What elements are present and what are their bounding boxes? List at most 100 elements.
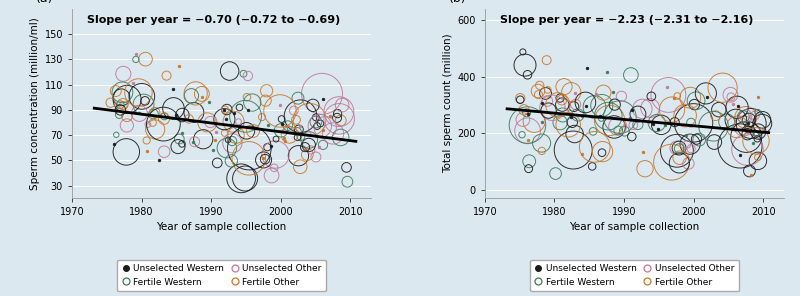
Point (218, 108, 230, 113)
Point (750, 131, 763, 136)
Point (223, 69, 236, 73)
Point (739, 113, 752, 118)
Point (586, 129, 599, 134)
Point (596, 149, 609, 154)
Point (535, 120, 548, 125)
Point (176, 113, 189, 118)
Point (237, 71, 250, 76)
Point (310, 155, 322, 159)
Point (257, 155, 270, 160)
Point (673, 146, 686, 150)
Point (147, 112, 160, 116)
Point (114, 102, 126, 107)
Point (687, 120, 700, 125)
Point (588, 144, 601, 149)
Point (627, 123, 640, 128)
Point (130, 52, 142, 57)
Point (310, 124, 323, 128)
Point (225, 158, 238, 163)
Point (275, 117, 288, 121)
Point (556, 102, 569, 107)
Point (522, 166, 535, 171)
Point (259, 98, 272, 103)
Point (534, 83, 546, 88)
Point (743, 168, 756, 173)
Point (528, 119, 541, 124)
Point (314, 124, 326, 128)
Point (678, 113, 691, 118)
Point (580, 104, 593, 109)
Point (130, 57, 142, 62)
Point (270, 137, 282, 141)
Point (532, 92, 545, 97)
Point (121, 97, 134, 102)
Point (626, 107, 638, 112)
Point (516, 132, 529, 137)
Point (668, 120, 681, 125)
Point (142, 122, 154, 127)
Point (265, 173, 278, 178)
Point (268, 165, 281, 170)
Point (283, 133, 296, 137)
Point (522, 112, 534, 117)
Point (218, 117, 230, 122)
Point (258, 157, 271, 162)
Point (720, 119, 733, 124)
Point (114, 107, 126, 112)
Point (298, 145, 311, 149)
Point (602, 114, 614, 118)
Point (115, 95, 128, 100)
Point (239, 114, 252, 119)
Point (742, 121, 754, 126)
Point (730, 118, 742, 123)
Point (745, 172, 758, 177)
Point (294, 114, 307, 119)
Point (644, 106, 657, 110)
Point (684, 95, 697, 100)
Point (682, 161, 694, 166)
Point (673, 146, 686, 151)
Y-axis label: Total sperm count (million): Total sperm count (million) (443, 34, 453, 173)
Point (555, 97, 568, 102)
Point (294, 134, 307, 139)
Point (188, 139, 201, 144)
Point (120, 149, 133, 154)
Point (242, 156, 255, 161)
Point (731, 103, 744, 108)
Point (588, 104, 601, 109)
Point (132, 110, 145, 115)
Point (568, 132, 581, 136)
Point (741, 132, 754, 136)
Point (514, 96, 526, 101)
Point (549, 171, 562, 176)
Point (668, 95, 681, 100)
Point (566, 120, 578, 125)
Point (234, 176, 247, 181)
Point (210, 129, 222, 134)
Point (287, 108, 300, 113)
Point (646, 121, 659, 126)
Point (520, 110, 533, 115)
Point (149, 127, 162, 132)
Point (291, 129, 304, 134)
Point (535, 101, 548, 106)
Point (751, 110, 764, 115)
Point (693, 137, 706, 142)
Point (317, 142, 330, 147)
Point (116, 90, 129, 95)
Point (331, 111, 344, 116)
Point (153, 157, 166, 162)
Point (740, 134, 753, 139)
Point (567, 148, 580, 152)
Point (157, 122, 170, 126)
Point (608, 102, 621, 107)
Point (278, 136, 290, 141)
Point (756, 118, 769, 122)
Point (140, 138, 153, 143)
Point (521, 123, 534, 127)
Point (190, 91, 202, 96)
Point (222, 138, 234, 142)
Point (274, 109, 286, 113)
Point (734, 144, 746, 148)
Point (317, 97, 330, 102)
